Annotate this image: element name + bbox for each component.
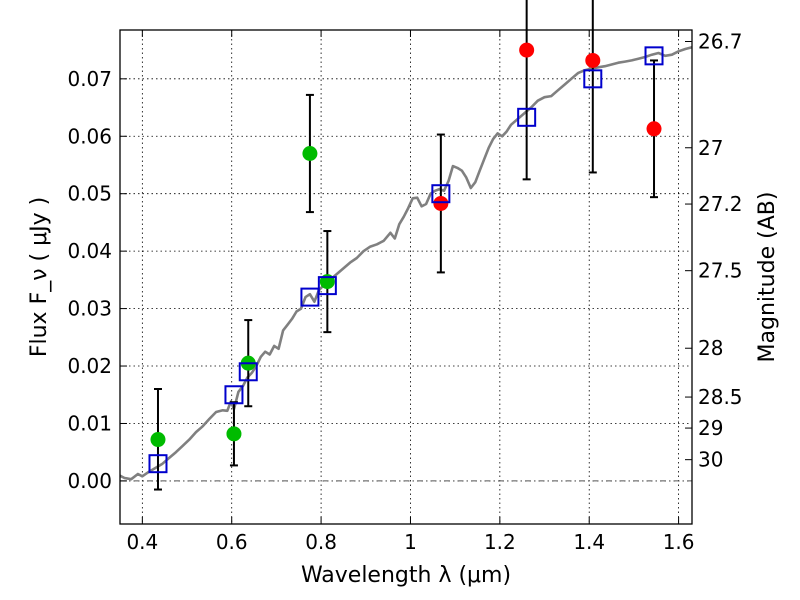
right-tick-label: 27.2 [698, 192, 743, 216]
y-tick-label: 0.01 [67, 411, 112, 435]
red-data-point [646, 121, 662, 137]
errorbars-layer [153, 0, 659, 491]
right-tick-label: 26.7 [698, 29, 743, 53]
y-tick-label: 0.07 [67, 67, 112, 91]
x-axis-label: Wavelength λ (μm) [301, 563, 511, 588]
right-tick-label: 30 [698, 448, 723, 472]
red-data-point [519, 42, 535, 58]
model-squares-layer [148, 46, 664, 474]
green-data-point [150, 432, 166, 448]
model-square-marker [317, 276, 337, 296]
green-data-point [302, 146, 318, 161]
y-tick-label: 0.03 [67, 297, 112, 321]
x-tick-label: 0.4 [126, 530, 158, 554]
right-tick-label: 28 [698, 336, 723, 360]
grid-lines [120, 30, 692, 524]
model-square-marker [148, 454, 168, 474]
right-axis-label: Magnitude (AB) [755, 192, 780, 363]
plot-frame [119, 29, 693, 525]
x-tick-label: 1 [404, 530, 417, 554]
y-tick-label: 0.06 [67, 124, 112, 148]
model-square-marker [517, 107, 537, 127]
ticks-layer: 0.4 0.6 0.8 1 1.2 1.4 1.6 0.00 0.01 0.02 0.03 0.04 0… [67, 29, 742, 554]
right-tick-label: 28.5 [698, 385, 743, 409]
red-data-point [433, 195, 449, 211]
right-tick-label: 27 [698, 136, 723, 160]
y-axis-label: Flux F_ν ( μJy ) [27, 197, 52, 357]
right-tick-label: 29 [698, 416, 723, 440]
x-tick-label: 0.8 [305, 530, 337, 554]
green-data-point [226, 426, 242, 442]
y-tick-label: 0.02 [67, 354, 112, 378]
model-square-marker [224, 385, 244, 405]
x-tick-label: 1.6 [663, 530, 695, 554]
model-square-marker [300, 287, 320, 307]
x-tick-label: 0.6 [216, 530, 248, 554]
template-spectrum-line [119, 45, 693, 481]
red-data-point [585, 52, 601, 68]
x-tick-label: 1.4 [573, 530, 605, 554]
model-square-marker [431, 184, 451, 204]
y-tick-label: 0.04 [67, 239, 112, 263]
model-square-marker [644, 46, 664, 66]
y-tick-label: 0.05 [67, 182, 112, 206]
y-tick-label: 0.00 [67, 469, 112, 493]
model-square-marker [238, 362, 258, 382]
model-square-marker [583, 69, 603, 89]
right-tick-label: 27.5 [698, 259, 743, 283]
x-tick-label: 1.2 [484, 530, 516, 554]
template-spectrum-layer [119, 45, 693, 481]
